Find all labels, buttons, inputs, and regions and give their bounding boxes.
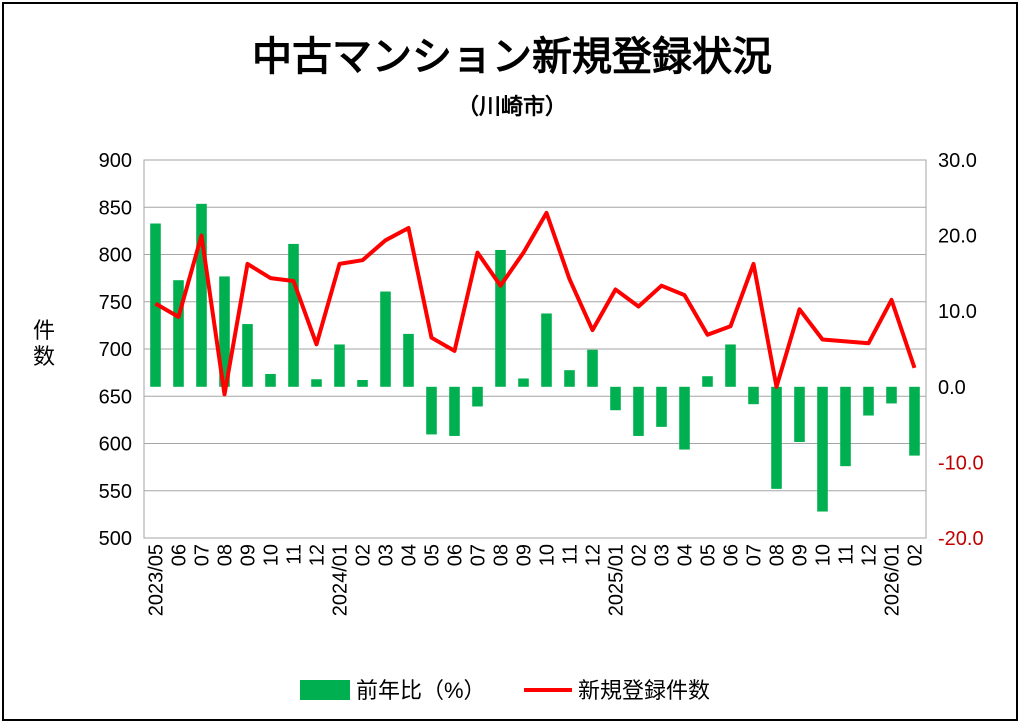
bar bbox=[541, 313, 552, 386]
bar bbox=[334, 344, 345, 386]
x-tick-label: 2026/01 bbox=[882, 544, 904, 616]
bar bbox=[886, 387, 897, 404]
legend-line-label: 新規登録件数 bbox=[578, 678, 710, 703]
chart-subtitle: （川崎市） bbox=[457, 94, 567, 119]
bar bbox=[173, 280, 184, 387]
x-tick-label: 07 bbox=[744, 544, 766, 566]
bar bbox=[909, 387, 920, 456]
x-tick-label: 11 bbox=[284, 544, 306, 565]
chart: 中古マンション新規登録状況 （川崎市） 900 850 800 750 700 650 60… bbox=[4, 4, 1020, 723]
bar bbox=[357, 380, 368, 387]
x-tick-label: 03 bbox=[652, 544, 674, 566]
x-tick-label: 2025/01 bbox=[606, 544, 628, 616]
bar bbox=[771, 387, 782, 489]
x-tick-label: 2024/01 bbox=[330, 544, 352, 616]
x-tick-label: 2023/05 bbox=[146, 544, 168, 616]
bar bbox=[725, 344, 736, 386]
bar bbox=[472, 387, 483, 407]
x-tick-label: 12 bbox=[307, 544, 329, 566]
bar bbox=[817, 387, 828, 512]
left-tick-label: 500 bbox=[99, 528, 132, 550]
right-tick-label: -20.0 bbox=[938, 528, 984, 550]
right-axis: 30.0 20.0 10.0 0.0 -10.0 -20.0 bbox=[938, 150, 984, 550]
x-tick-label: 10 bbox=[813, 544, 835, 566]
bar bbox=[426, 387, 437, 435]
bar bbox=[633, 387, 644, 436]
x-tick-label: 07 bbox=[192, 544, 214, 566]
bar bbox=[702, 376, 713, 387]
line-series bbox=[155, 213, 914, 395]
x-tick-label: 05 bbox=[698, 544, 720, 566]
gridlines bbox=[144, 160, 926, 538]
left-tick-label: 800 bbox=[99, 245, 132, 267]
right-tick-label: 30.0 bbox=[938, 150, 977, 172]
bar bbox=[679, 387, 690, 450]
x-tick-label: 11 bbox=[836, 544, 858, 565]
bar bbox=[495, 250, 506, 387]
right-tick-label: 0.0 bbox=[938, 377, 966, 399]
bar bbox=[265, 374, 276, 387]
bar bbox=[840, 387, 851, 466]
x-tick-label: 05 bbox=[422, 544, 444, 566]
bar bbox=[564, 370, 575, 387]
legend-bar-swatch bbox=[300, 680, 350, 700]
x-tick-label: 08 bbox=[491, 544, 513, 566]
left-tick-label: 550 bbox=[99, 481, 132, 503]
bar-series bbox=[150, 204, 920, 512]
x-tick-label: 09 bbox=[514, 544, 536, 566]
bar bbox=[656, 387, 667, 427]
x-tick-label: 08 bbox=[767, 544, 789, 566]
series-line bbox=[156, 213, 915, 395]
x-tick-label: 11 bbox=[560, 544, 582, 565]
x-tick-label: 08 bbox=[215, 544, 237, 566]
bar bbox=[863, 387, 874, 416]
left-axis: 900 850 800 750 700 650 600 550 500 bbox=[99, 150, 132, 550]
x-tick-label: 06 bbox=[721, 544, 743, 566]
left-axis-label-char: 件 bbox=[33, 318, 55, 343]
chart-frame: 中古マンション新規登録状況 （川崎市） 900 850 800 750 700 650 60… bbox=[2, 2, 1018, 721]
right-tick-label: -10.0 bbox=[938, 452, 984, 474]
chart-title: 中古マンション新規登録状況 bbox=[252, 35, 772, 79]
x-tick-label: 02 bbox=[353, 544, 375, 566]
x-tick-label: 02 bbox=[905, 544, 927, 566]
left-axis-label-char: 数 bbox=[33, 344, 55, 369]
x-tick-label: 12 bbox=[859, 544, 881, 566]
x-tick-label: 12 bbox=[583, 544, 605, 566]
bar bbox=[242, 324, 253, 387]
bar bbox=[610, 387, 621, 410]
bar bbox=[403, 334, 414, 387]
x-tick-label: 03 bbox=[376, 544, 398, 566]
left-tick-label: 900 bbox=[99, 150, 132, 172]
left-axis-label: 件数 bbox=[33, 318, 55, 369]
x-tick-label: 06 bbox=[169, 544, 191, 566]
bar bbox=[794, 387, 805, 442]
bar bbox=[449, 387, 460, 436]
left-tick-label: 650 bbox=[99, 386, 132, 408]
legend-bar-label: 前年比（%） bbox=[356, 678, 486, 703]
right-tick-label: 10.0 bbox=[938, 301, 977, 323]
left-tick-label: 750 bbox=[99, 292, 132, 314]
x-tick-label: 09 bbox=[238, 544, 260, 566]
x-tick-label: 02 bbox=[629, 544, 651, 566]
legend: 前年比（%） 新規登録件数 bbox=[300, 678, 710, 703]
x-tick-label: 10 bbox=[261, 544, 283, 566]
left-tick-label: 850 bbox=[99, 197, 132, 219]
bar bbox=[748, 387, 759, 404]
right-tick-label: 20.0 bbox=[938, 226, 977, 248]
x-tick-label: 10 bbox=[537, 544, 559, 566]
x-tick-label: 04 bbox=[675, 544, 697, 566]
x-tick-label: 04 bbox=[399, 544, 421, 566]
x-tick-label: 06 bbox=[445, 544, 467, 566]
bar bbox=[380, 292, 391, 387]
bar bbox=[311, 379, 322, 387]
bar bbox=[587, 350, 598, 387]
bar bbox=[518, 378, 529, 386]
left-tick-label: 600 bbox=[99, 434, 132, 456]
left-tick-label: 700 bbox=[99, 339, 132, 361]
x-tick-label: 07 bbox=[468, 544, 490, 566]
bar bbox=[196, 204, 207, 387]
bar bbox=[288, 244, 299, 387]
x-tick-label: 09 bbox=[790, 544, 812, 566]
